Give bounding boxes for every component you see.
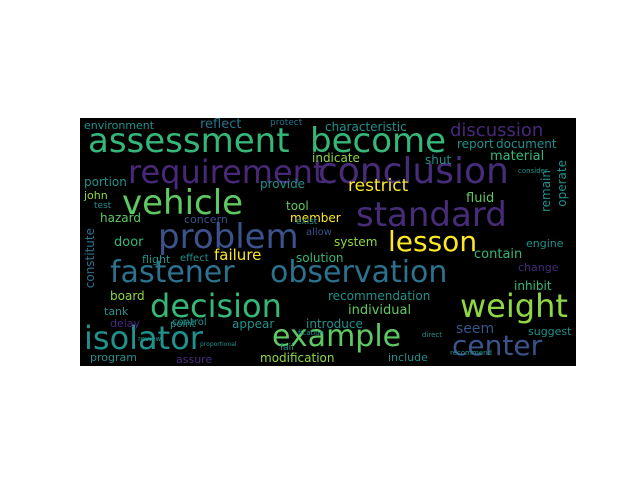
cloud-word: environment <box>84 119 155 132</box>
cloud-word: decision <box>150 287 282 325</box>
cloud-word: vehicle <box>122 183 244 223</box>
cloud-word: lesson <box>388 225 478 258</box>
cloud-word: conclusion <box>318 151 509 192</box>
cloud-word: fastener <box>110 255 235 290</box>
cloud-word: test <box>94 201 112 211</box>
cloud-word: proportional <box>200 341 237 348</box>
cloud-word: recommend <box>450 349 492 357</box>
cloud-word: indicate <box>312 151 360 165</box>
cloud-word: john <box>84 189 108 202</box>
cloud-word: assure <box>176 353 213 366</box>
cloud-word: include <box>388 351 428 364</box>
cloud-word: portion <box>84 175 127 189</box>
cloud-word: example <box>272 319 402 354</box>
cloud-word: direct <box>422 331 443 339</box>
cloud-word: suggest <box>528 325 572 338</box>
cloud-word: point <box>170 319 196 330</box>
cloud-word: protect <box>270 118 303 128</box>
cloud-word: concern <box>184 213 228 226</box>
cloud-word: center <box>452 329 543 362</box>
cloud-word: failure <box>214 246 262 264</box>
cloud-word: document <box>496 137 557 151</box>
cloud-word: requirement <box>128 153 326 191</box>
cloud-word: standard <box>356 195 507 235</box>
cloud-word: problem <box>158 217 299 257</box>
cloud-word: assessment <box>88 121 290 161</box>
cloud-word: characteristic <box>325 120 407 134</box>
cloud-word: fication <box>298 329 324 337</box>
cloud-word: shut <box>425 153 452 167</box>
cloud-word: tank <box>104 305 129 318</box>
cloud-word: constitute <box>83 228 97 289</box>
cloud-word: engine <box>526 237 564 250</box>
word-cloud: assessment become requirement conclusion… <box>80 118 576 366</box>
cloud-word: consider <box>518 167 548 175</box>
cloud-word: restrict <box>348 176 409 196</box>
cloud-word: allow <box>306 227 332 238</box>
cloud-word: hazard <box>100 211 141 225</box>
cloud-word: provide <box>260 177 306 191</box>
cloud-word: member <box>290 211 341 225</box>
cloud-word: review <box>138 335 162 343</box>
cloud-word: weight <box>460 287 568 325</box>
cloud-word: delay <box>110 317 141 330</box>
cloud-word: observation <box>270 255 448 290</box>
cloud-word: material <box>490 149 545 164</box>
cloud-word: tool <box>286 199 309 213</box>
cloud-word: exist <box>296 217 318 227</box>
cloud-word: report <box>457 137 494 151</box>
cloud-word: door <box>114 235 144 250</box>
cloud-word: reflect <box>200 118 242 132</box>
cloud-word: control <box>172 317 207 328</box>
cloud-word: recommendation <box>328 289 431 303</box>
cloud-word: discussion <box>450 120 544 141</box>
cloud-word: solution <box>296 251 344 265</box>
cloud-word: program <box>90 351 137 364</box>
cloud-word: isolator <box>84 319 203 357</box>
cloud-word: appear <box>232 317 275 331</box>
cloud-word: modification <box>260 351 335 365</box>
cloud-word: flight <box>142 253 171 266</box>
cloud-word: remain <box>539 170 553 213</box>
cloud-word: effect <box>180 253 209 264</box>
cloud-word: individual <box>348 303 412 318</box>
cloud-word: change <box>518 261 559 274</box>
cloud-word: contain <box>474 247 523 262</box>
cloud-word: fail <box>280 343 294 353</box>
cloud-word: inhibit <box>514 279 552 293</box>
cloud-word: board <box>110 289 145 303</box>
cloud-word: seem <box>456 321 495 337</box>
cloud-word: system <box>334 235 378 249</box>
cloud-word: introduce <box>306 317 363 331</box>
cloud-word: operate <box>555 160 569 207</box>
cloud-word: fluid <box>466 191 495 206</box>
cloud-word: become <box>310 121 447 161</box>
